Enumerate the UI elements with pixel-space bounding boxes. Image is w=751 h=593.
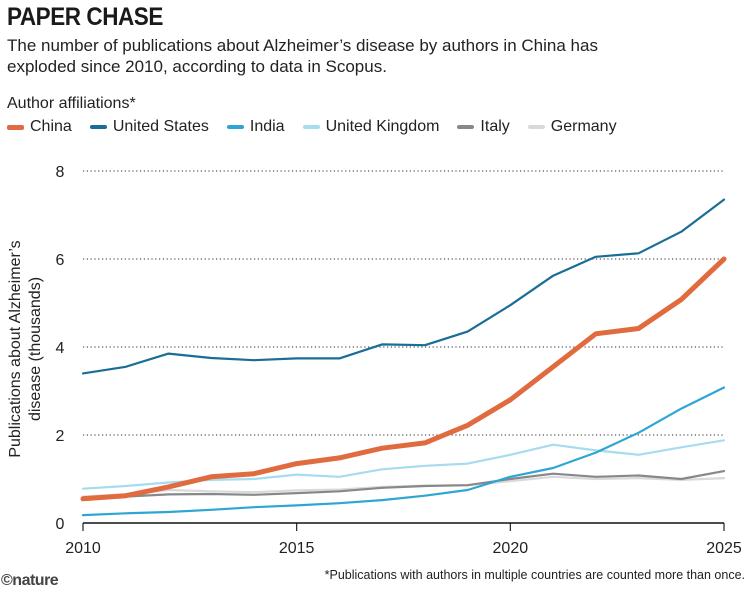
- legend-label: Germany: [550, 118, 617, 135]
- x-tick-label: 2020: [493, 540, 529, 557]
- y-tick-label: 6: [56, 252, 65, 269]
- legend-swatch-india: [226, 125, 244, 129]
- legend-label: Italy: [480, 118, 510, 135]
- legend-swatch-united-states: [89, 125, 107, 129]
- legend-label: India: [249, 118, 285, 135]
- legend-label: United Kingdom: [325, 118, 440, 135]
- legend: China United States India United Kingdom Ita…: [7, 118, 635, 136]
- series-line-united-states: [81, 198, 726, 375]
- legend-item-united-states: United States: [89, 118, 209, 136]
- y-tick-label: 8: [56, 164, 65, 181]
- legend-swatch-italy: [457, 125, 475, 129]
- legend-item-united-kingdom: United Kingdom: [302, 118, 440, 136]
- footnote: *Publications with authors in multiple c…: [324, 568, 745, 582]
- legend-swatch-united-kingdom: [302, 125, 320, 129]
- legend-label: China: [30, 118, 72, 135]
- chart-subtitle: The number of publications about Alzheim…: [7, 36, 598, 76]
- y-tick-label: 0: [56, 516, 65, 533]
- series-line-italy: [81, 470, 726, 499]
- legend-swatch-germany: [527, 125, 545, 129]
- legend-label: United States: [112, 118, 209, 135]
- legend-title: Author affiliations*: [7, 95, 136, 112]
- x-tick-label: 2010: [65, 540, 101, 557]
- x-tick-label: 2015: [279, 540, 315, 557]
- y-tick-label: 2: [56, 428, 65, 445]
- chart-title: PAPER CHASE: [7, 3, 163, 31]
- legend-swatch-china: [7, 124, 24, 130]
- legend-item-china: China: [7, 118, 72, 136]
- y-axis-title-line-1: Publications about Alzheimer’s: [7, 240, 24, 457]
- y-axis-title-line-2: disease (thousands): [27, 277, 44, 421]
- y-tick-label: 4: [56, 340, 65, 357]
- legend-item-italy: Italy: [457, 118, 510, 136]
- legend-item-germany: Germany: [527, 118, 617, 136]
- nature-logo: ©nature: [1, 572, 59, 589]
- series-line-india: [81, 386, 726, 517]
- x-tick-label: 2025: [706, 540, 742, 557]
- series-line-china: [80, 256, 727, 502]
- legend-item-india: India: [226, 118, 285, 136]
